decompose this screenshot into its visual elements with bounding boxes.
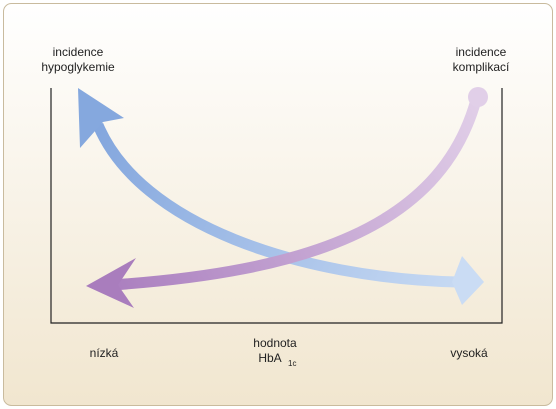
- complications-arrowhead: [86, 258, 136, 308]
- right-label: incidence: [456, 45, 507, 59]
- axes: [50, 88, 503, 324]
- hypoglycemia-curve: [92, 122, 459, 288]
- x-low-label: nízká: [90, 346, 119, 360]
- complications-curve: [111, 98, 482, 291]
- hypoglycemia-start: [452, 256, 484, 305]
- x-title: hodnota: [253, 336, 297, 350]
- complications-start: [468, 87, 488, 107]
- right-label: komplikací: [453, 60, 510, 74]
- hypoglycemia-arrowhead: [78, 88, 124, 148]
- left-label: hypoglykemie: [41, 60, 115, 74]
- x-title-subscript: 1c: [288, 359, 296, 368]
- frame: [3, 3, 553, 406]
- x-high-label: vysoká: [450, 346, 488, 360]
- left-label: incidence: [53, 45, 104, 59]
- x-title-base: HbA: [258, 351, 281, 365]
